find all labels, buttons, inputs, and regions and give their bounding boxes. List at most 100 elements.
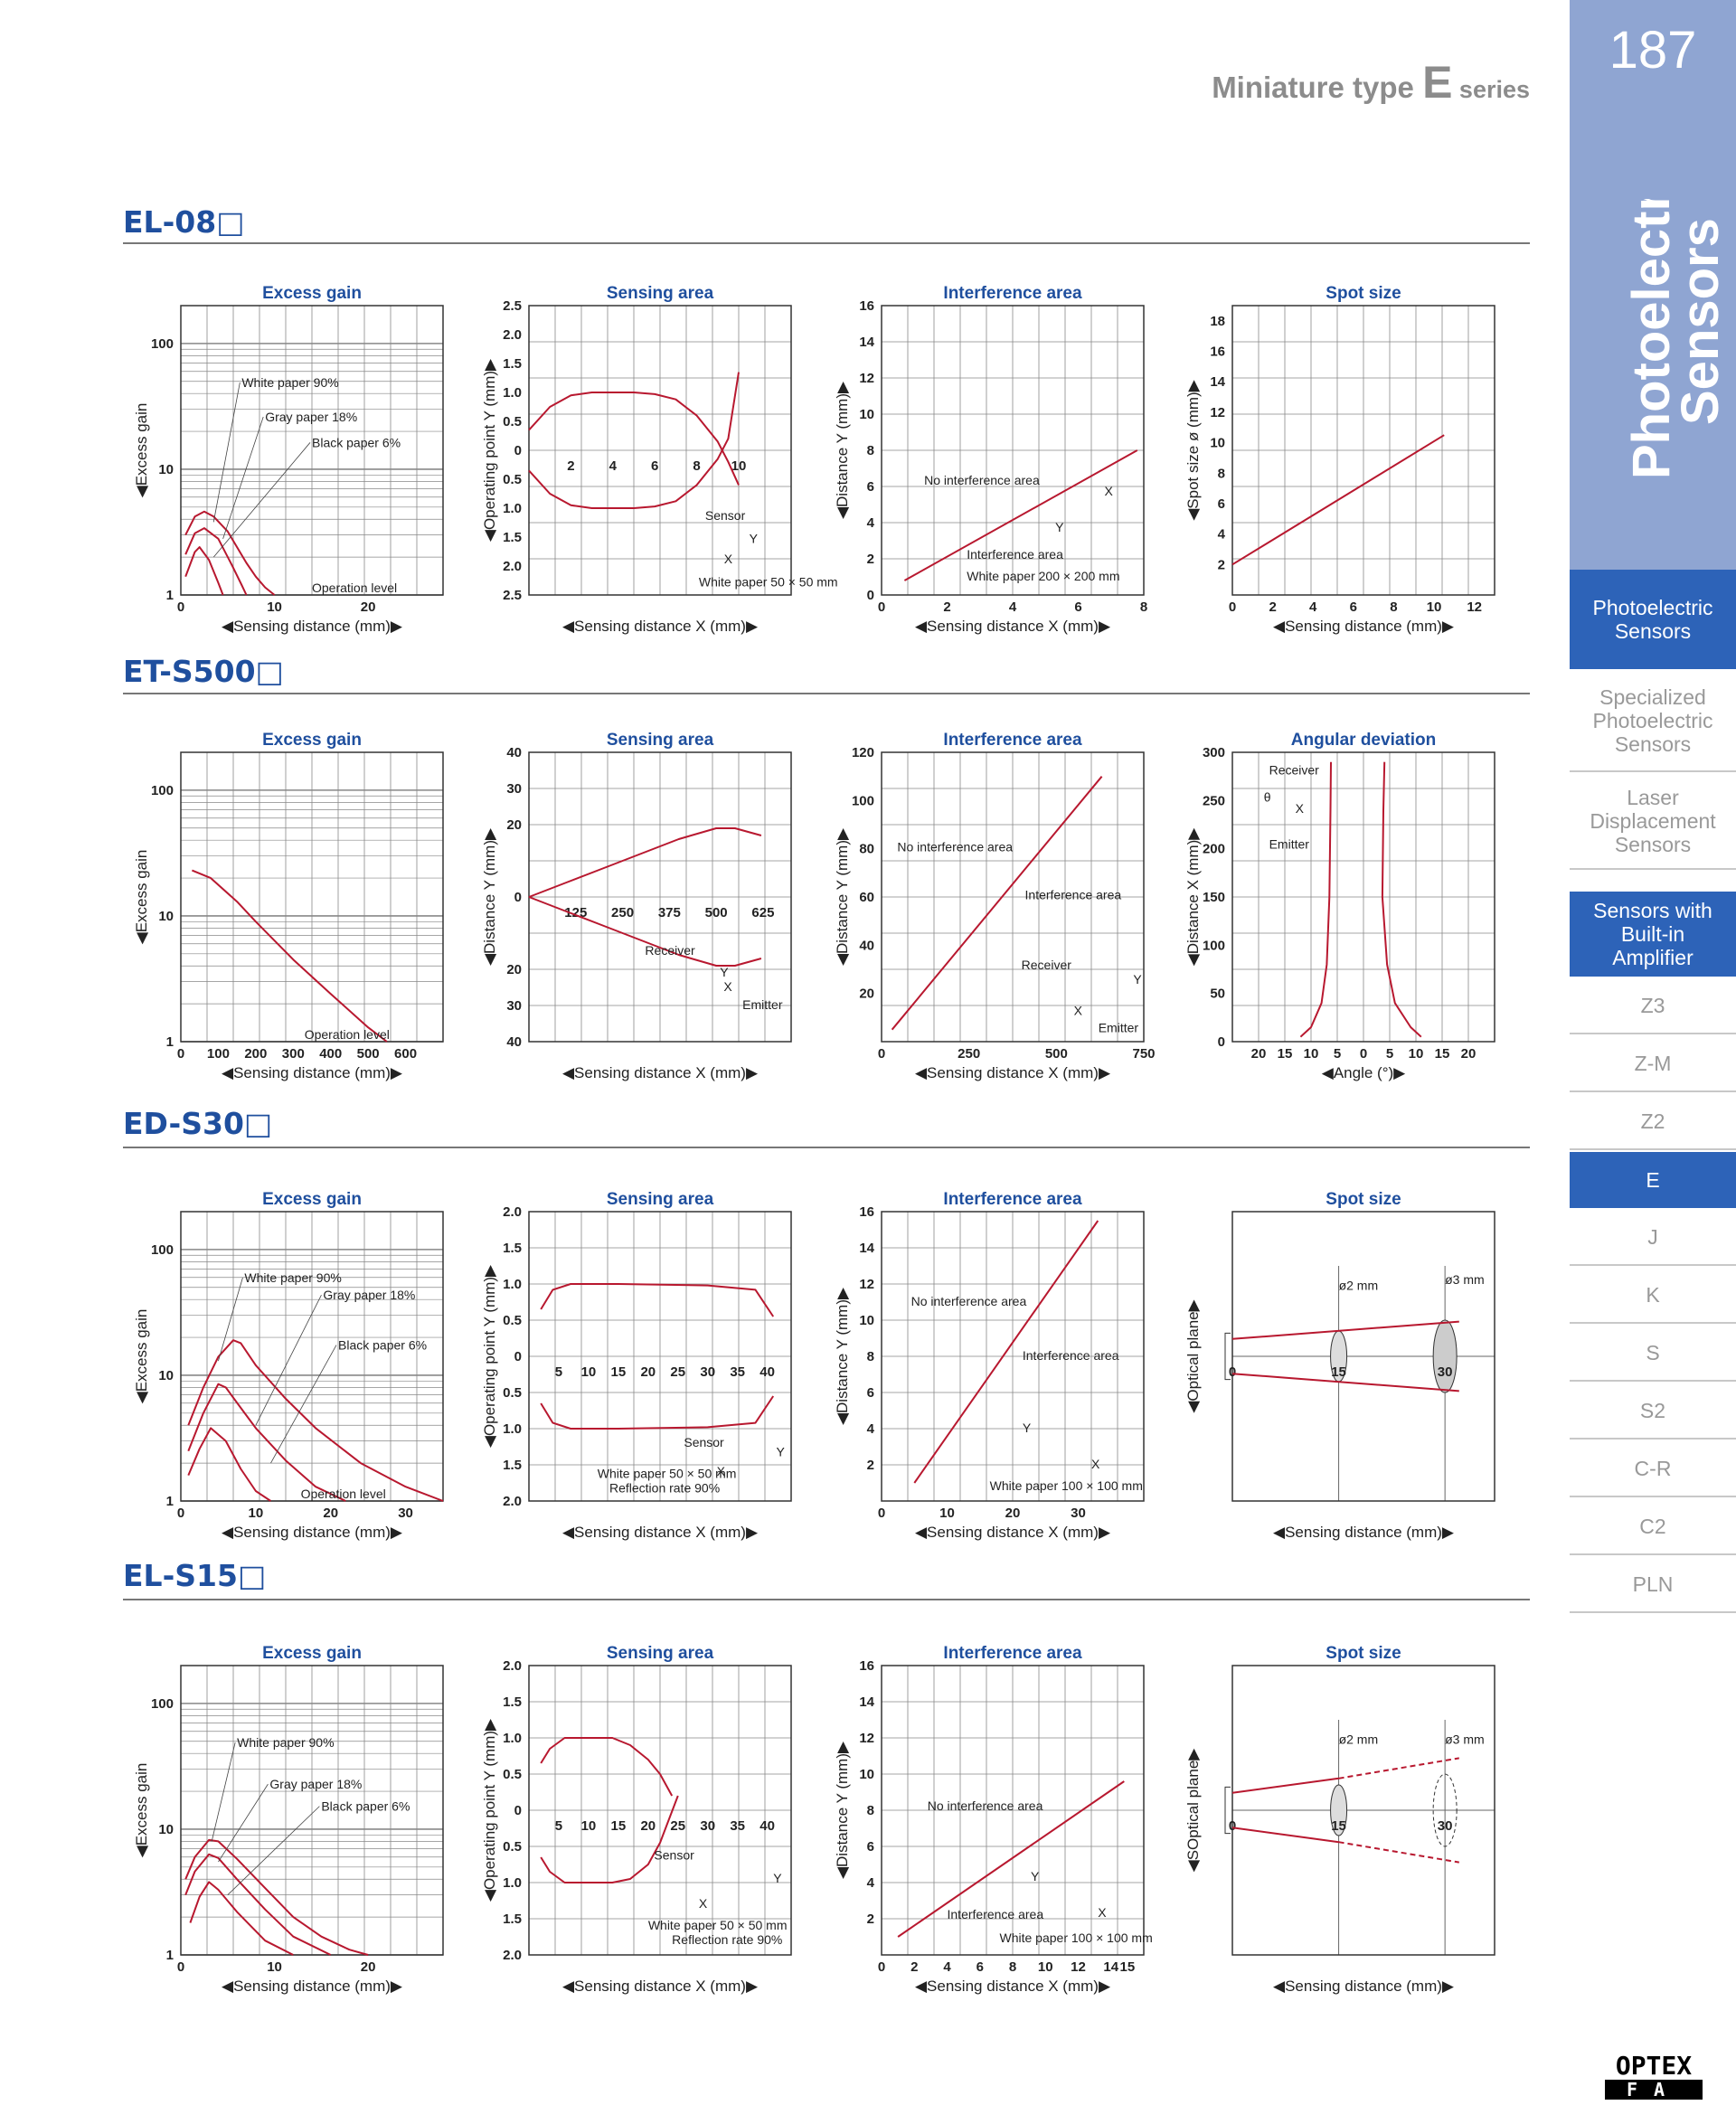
y-tick-label: 40 [506,745,522,760]
x-tick-label: 2 [1269,599,1276,615]
y-axis-label: ◀Excess gain [133,1763,150,1858]
x-axis-label: ◀Sensing distance X (mm)▶ [915,1524,1111,1541]
x-tick-label: 30 [1438,1364,1453,1380]
chart-title: Excess gain [262,731,362,750]
x-tick-label: 0 [1229,1818,1236,1834]
annotation-label: X [1105,484,1114,498]
x-tick-label: 750 [1132,1046,1155,1062]
series-line-1 [528,372,740,509]
y-tick-label: 1.5 [503,1241,522,1256]
sidebar-top-panel: 187 Photoelectric Sensors [1570,0,1736,570]
chart-title: Excess gain [262,284,362,303]
annotation-label: White paper 50 × 50 mm [699,574,838,589]
chart-el08-sensing-area: Sensing area 2 4 6 8 10 2.5 2.0 1.5 1.0 0.5 0 0.5 1.0… [481,284,838,635]
chart-frame [881,751,1145,1043]
y-tick-label: 80 [859,842,874,857]
optex-fa-logo: OPTEX FA [1605,2051,1703,2100]
x-tick-label: 25 [670,1818,685,1834]
sidebar-item-z2[interactable]: Z2 [1570,1094,1736,1150]
sidebar-item-j[interactable]: J [1570,1210,1736,1266]
y-tick-label: 10 [158,1368,174,1383]
x-tick-label: 10 [581,1818,597,1834]
sidebar-item-photoelectric-sensors[interactable]: Photoelectric Sensors [1570,570,1736,669]
annotation-label: Emitter [1099,1020,1139,1034]
annotation-label: Sensor [654,1847,694,1862]
annotation-label: Operation level [312,581,397,595]
y-tick-label: 2.5 [503,588,522,603]
sidebar-item-k[interactable]: K [1570,1268,1736,1324]
chart-grid [881,1211,1145,1502]
chart-frame [528,1211,792,1502]
y-tick-label: 100 [151,783,174,798]
sidebar-item-sensors-with-built-in-amplifier[interactable]: Sensors with Built-in Amplifier [1570,892,1736,977]
x-tick-label: 4 [1309,599,1317,615]
series-letter: E [1422,57,1453,108]
y-tick-label: 20 [506,962,522,977]
sidebar-item-z3[interactable]: Z3 [1570,978,1736,1034]
y-tick-label: 8 [867,1803,874,1818]
sidebar-item-label: S2 [1639,1399,1666,1422]
x-tick-label: 0 [878,1046,885,1062]
chart-title: Interference area [943,284,1082,303]
chart-el08-interference-area: Interference area 0 2 4 6 8 0 2 4 6 8 10 12 14 16 ◀Sens… [834,284,1147,635]
chart-grid [1231,751,1495,1043]
sidebar-item-s[interactable]: S [1570,1326,1736,1382]
y-axis-label: ◀Optical plane▶ [1184,1298,1202,1412]
y-tick-label: 10 [158,462,174,477]
annotation-label: Y [720,965,729,979]
x-tick-label: 30 [700,1364,715,1380]
y-tick-label: 12 [859,371,874,386]
chart-ets500-excess-gain: Excess gain 0 100 200 300 400 500 600 1 10 100 ◀Sen… [133,731,444,1081]
y-tick-label: 2.5 [503,298,522,314]
annotation-label: X [723,979,732,994]
x-tick-label: 25 [670,1364,685,1380]
sidebar-item-c-r[interactable]: C-R [1570,1441,1736,1497]
series-line-0 [528,827,762,898]
sidebar-item-laser-displacement-sensors[interactable]: Laser Displacement Sensors [1570,774,1736,870]
annotation-label: Y [1023,1421,1032,1435]
chart-eds30-excess-gain: Excess gain 0 10 20 30 1 10 100 ◀Sensing distanc… [133,1190,444,1541]
sidebar: 187 Photoelectric Sensors Photoelectric … [1570,0,1736,2124]
chart-grid [1231,305,1495,596]
annotation-leader [255,1295,322,1426]
x-tick-label: 10 [1409,1046,1424,1062]
y-tick-label: 30 [506,998,522,1014]
sidebar-item-c2[interactable]: C2 [1570,1499,1736,1555]
y-tick-label: 100 [151,336,174,352]
sidebar-item-specialized-photoelectric-sensors[interactable]: Specialized Photoelectric Sensors [1570,671,1736,772]
x-tick-label: 15 [1331,1364,1346,1380]
y-tick-label: 4 [1218,527,1226,543]
section-rule [123,1599,1530,1600]
chart-frame [881,1211,1145,1502]
annotation-label: No interference area [911,1294,1027,1308]
y-tick-label: 0.5 [503,1839,522,1855]
spot-ellipse [1432,1319,1458,1393]
y-tick-label: 1.5 [503,530,522,545]
annotation-label: Gray paper 18% [323,1288,415,1302]
sidebar-item-label: Specialized Photoelectric Sensors [1592,685,1713,756]
sidebar-item-s2[interactable]: S2 [1570,1383,1736,1440]
y-tick-label: 120 [852,745,874,760]
sidebar-item-pln[interactable]: PLN [1570,1557,1736,1613]
x-tick-label: 6 [1074,599,1081,615]
x-axis-label: ◀Sensing distance (mm)▶ [1273,618,1455,635]
annotation-label: ø3 mm [1445,1272,1485,1287]
annotation-label: Y [773,1871,782,1885]
annotation-label: White paper 50 × 50 mm [598,1466,737,1480]
y-tick-label: 4 [867,515,875,531]
annotation-label: Reflection rate 90% [609,1480,720,1495]
y-tick-label: 16 [859,1658,874,1674]
x-tick-label: 8 [1140,599,1147,615]
x-axis-label: ◀Sensing distance X (mm)▶ [562,1524,759,1541]
y-axis-label: ◀Distance Y (mm)▶ [834,1741,851,1879]
sidebar-item-e[interactable]: E [1570,1152,1736,1208]
logo-bar [1605,2080,1703,2100]
annotation-leader [212,442,311,558]
y-tick-label: 18 [1210,314,1225,329]
x-tick-label: 6 [651,458,658,474]
x-axis-label: ◀Sensing distance (mm)▶ [222,1524,403,1541]
chart-frame [1231,751,1495,1043]
y-axis-label: ◀Operating point Y (mm)▶ [481,1264,498,1448]
sidebar-item-z-m[interactable]: Z-M [1570,1036,1736,1092]
